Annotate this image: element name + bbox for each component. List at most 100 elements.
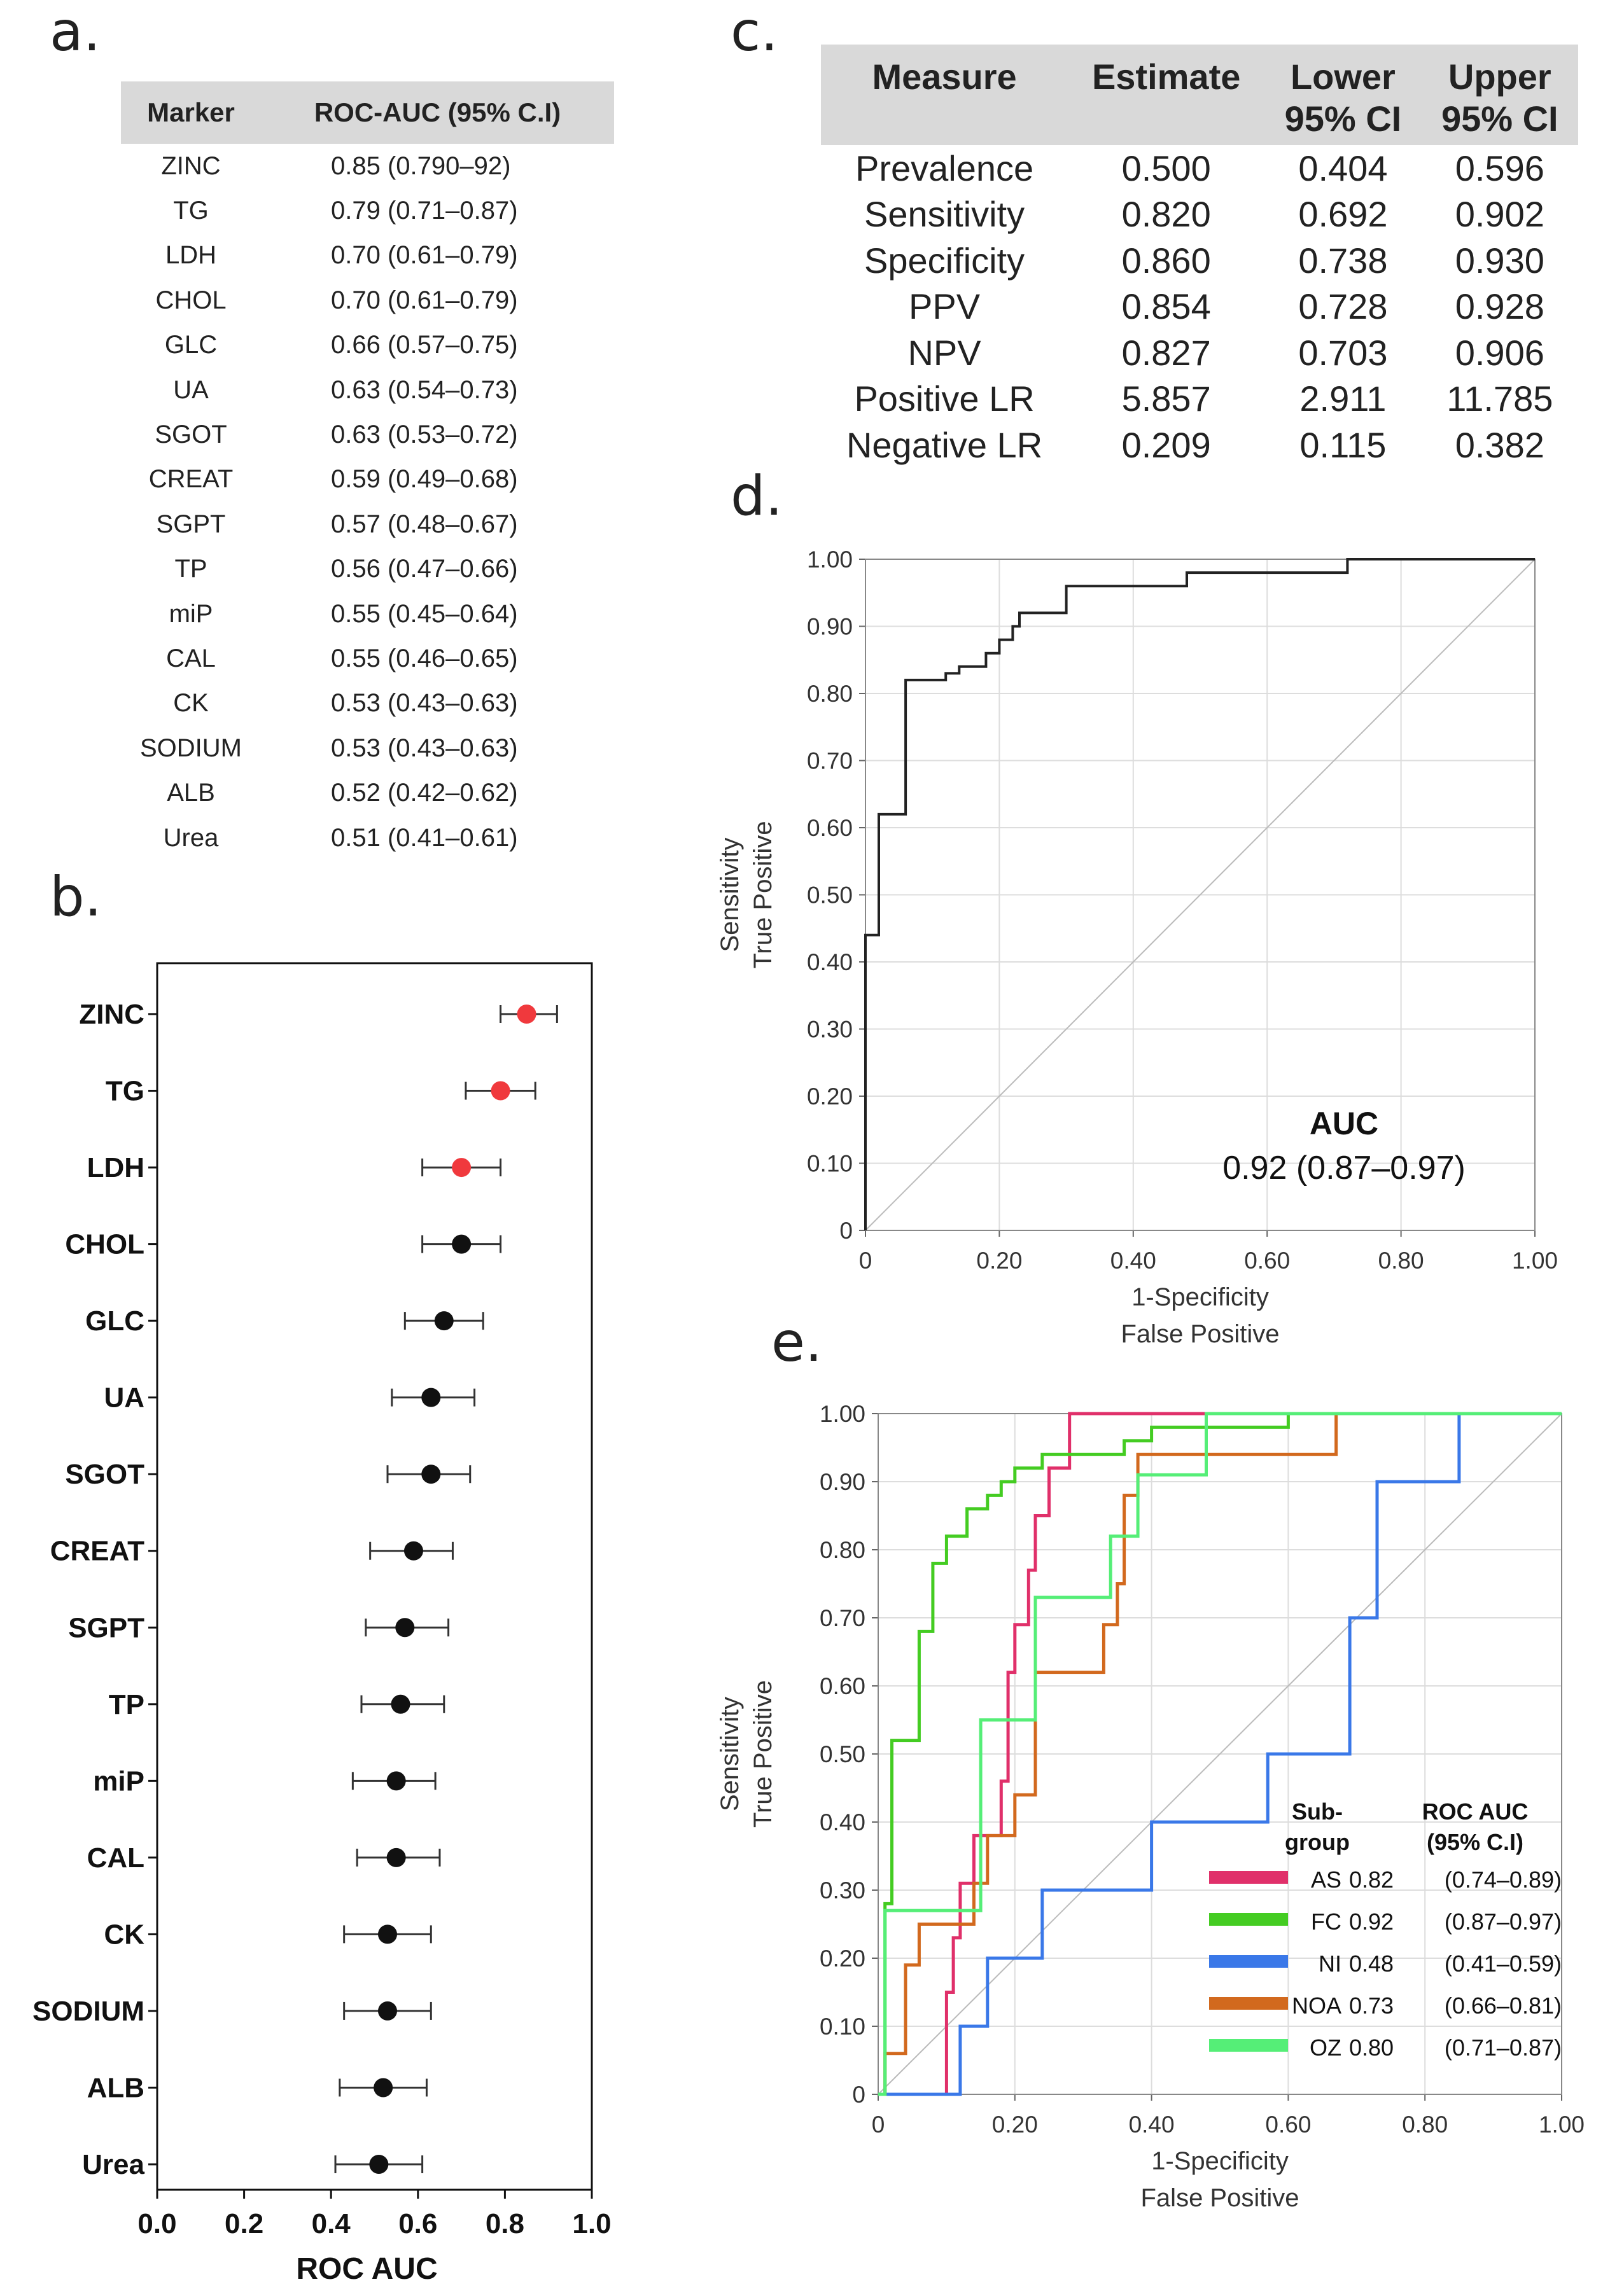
legend-swatch-as [1209,1871,1288,1884]
x-tick-label: 0.4 [312,2208,351,2239]
legend-subgroup-name: OZ [1310,2035,1341,2061]
auc-point [421,1388,441,1407]
table-row: TG 0.79 (0.71–0.87) [121,188,614,233]
roc-line-fc [878,1412,1562,2096]
measure-value: 0.692 [1298,194,1388,235]
marker-label: SGOT [65,1459,144,1490]
marker-label: SODIUM [32,1996,144,2027]
marker-table-body: ZINC 0.85 (0.790–92) TG 0.79 (0.71–0.87) LDH… [121,144,614,860]
y-tick-label: 0.30 [807,1017,853,1043]
table-row: CREAT 0.59 (0.49–0.68) [121,457,614,502]
roc-curve-zinc: 0 0.10 0.20 0.30 0.40 0.50 0.60 0.70 0.80 0.90 1.0… [716,546,1558,1348]
marker-name: ZINC [161,151,221,180]
table-row: miP 0.55 (0.45–0.64) [121,592,614,636]
marker-label: Urea [82,2149,144,2180]
auc-point [395,1618,415,1638]
measure-name: Specificity [864,240,1025,281]
marker-label: ALB [87,2072,144,2103]
x-tick-label: 0.80 [1378,1248,1424,1274]
diagonal-reference [878,1413,1562,2095]
measure-value: 0.930 [1455,240,1544,281]
x-tick-label: 0.8 [486,2208,524,2239]
measure-value: 0.854 [1121,286,1211,327]
x-tick-label: 0 [872,2112,885,2138]
panel-letter-c: c. [731,0,778,64]
y-tick-label: 0.90 [820,1469,865,1495]
table-row: Urea 0.51 (0.41–0.61) [121,816,614,860]
legend-subgroup-name: NI [1319,1951,1341,1977]
auc-point [374,2078,393,2098]
marker-name: Urea [163,823,219,852]
table-row: NPV 0.827 0.703 0.906 [821,330,1578,376]
measure-name: Sensitivity [864,194,1025,235]
table-row: TP 0.56 (0.47–0.66) [121,547,614,592]
measure-value: 0.209 [1121,424,1211,465]
x-tick-label: 1.00 [1512,1248,1558,1274]
marker-label: UA [104,1382,144,1414]
marker-label: GLC [85,1305,144,1337]
x-axis-label-2: False Positive [1121,1320,1280,1348]
table-row: Sensitivity 0.820 0.692 0.902 [821,191,1578,238]
x-tick-label: 1.00 [1539,2112,1585,2138]
auc-point [369,2155,389,2174]
auc-point [386,1771,406,1791]
auc-value: 0.92 (0.87–0.97) [1222,1150,1466,1186]
roc-auc-value: 0.57 (0.48–0.67) [331,510,518,538]
legend-auc: 0.92 [1349,1909,1394,1935]
y-tick-label: 0.50 [807,882,853,908]
col-header-line: Estimate [1091,57,1241,97]
legend-ci: (0.71–0.87) [1445,2035,1562,2061]
x-tick-label: 1.0 [572,2208,611,2239]
measure-value: 11.785 [1446,379,1553,419]
measure-name: NPV [907,332,981,373]
col-header: Estimate [1068,45,1265,145]
y-tick-label: 0 [839,1218,853,1244]
table-row: PPV 0.854 0.728 0.928 [821,284,1578,330]
marker-name: UA [173,375,209,404]
roc-auc-value: 0.79 (0.71–0.87) [331,197,518,225]
table-row: ALB 0.52 (0.42–0.62) [121,770,614,815]
measure-value: 0.906 [1455,332,1544,373]
marker-name: SODIUM [140,734,242,762]
roc-line-ni [878,1414,1461,2096]
marker-name: CHOL [155,286,227,314]
measure-value: 0.820 [1121,194,1211,235]
table-row: SODIUM 0.53 (0.43–0.63) [121,726,614,770]
y-axis-label-2: True Positive [749,821,777,969]
auc-point [452,1158,472,1178]
legend-ci: (0.74–0.89) [1445,1867,1562,1893]
roc-line-noa [878,1414,1338,2096]
y-tick-label: 0.50 [820,1741,865,1767]
measure-value: 0.860 [1121,240,1211,281]
auc-point [452,1234,472,1254]
legend-ci: (0.66–0.81) [1445,1993,1562,2019]
legend-header-subgroup-2: group [1285,1829,1350,1855]
measure-value: 0.728 [1298,286,1388,327]
table-row: Negative LR 0.209 0.115 0.382 [821,422,1578,468]
legend-subgroup-name: FC [1311,1909,1341,1935]
col-header: Lower 95% CI [1264,45,1422,145]
y-tick-label: 0.10 [820,2014,865,2040]
x-tick-label: 0.20 [992,2112,1038,2138]
y-tick-label: 0.20 [807,1083,853,1110]
marker-name: SGOT [155,421,227,449]
x-axis-label: 1-Specificity [1151,2147,1289,2175]
roc-auc-value: 0.70 (0.61–0.79) [331,286,518,314]
measure-name: PPV [909,286,981,327]
roc-auc-value: 0.66 (0.57–0.75) [331,331,518,359]
x-tick-label: 0.80 [1402,2112,1448,2138]
table-row: Specificity 0.860 0.738 0.930 [821,237,1578,284]
auc-point [491,1081,510,1101]
legend: Sub-group ROC AUC (95% C.I) AS 0.82 (0.74–0.8… [1209,1799,1562,2061]
y-tick-label: 0.70 [820,1605,865,1631]
table-row: CHOL 0.70 (0.61–0.79) [121,278,614,323]
table-row: LDH 0.70 (0.61–0.79) [121,233,614,278]
measure-value: 0.738 [1298,240,1388,281]
marker-label: CREAT [50,1536,144,1567]
roc-auc-value: 0.51 (0.41–0.61) [331,823,518,852]
panel-letter-a: a. [50,0,101,64]
table-header-row: Marker ROC-AUC (95% C.I) [121,81,614,144]
x-tick-label: 0.2 [225,2208,263,2239]
y-tick-label: 0.60 [807,815,853,841]
table-row: ZINC 0.85 (0.790–92) [121,144,614,188]
